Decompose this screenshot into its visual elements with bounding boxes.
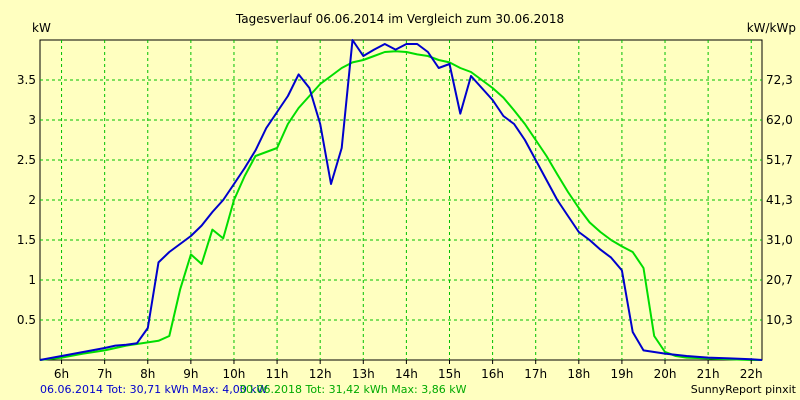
series-layer — [39, 39, 763, 361]
y-left-tick-label: 3.5 — [17, 73, 36, 87]
x-tick-label: 13h — [352, 367, 375, 381]
x-tick-label: 10h — [223, 367, 246, 381]
x-tick-label: 19h — [610, 367, 633, 381]
x-tick-label: 16h — [481, 367, 504, 381]
series-line-06-06-2014 — [39, 39, 763, 361]
y-left-tick-label: 1.5 — [17, 233, 36, 247]
footer-credit: SunnyReport pinxit — [691, 383, 797, 396]
footer-series1-summary: 06.06.2014 Tot: 30,71 kWh Max: 4,00 kW — [40, 383, 268, 396]
x-tick-label: 11h — [266, 367, 289, 381]
x-tick-label: 22h — [740, 367, 763, 381]
grid — [40, 40, 762, 360]
x-tick-label: 20h — [654, 367, 677, 381]
y-right-tick-label: 72,3 — [766, 73, 793, 87]
y-left-tick-label: 2 — [28, 193, 36, 207]
x-tick-label: 14h — [395, 367, 418, 381]
x-tick-label: 12h — [309, 367, 332, 381]
y-right-tick-label: 62,0 — [766, 113, 793, 127]
footer-series2-summary: 30.06.2018 Tot: 31,42 kWh Max: 3,86 kW — [239, 383, 467, 396]
x-tick-label: 6h — [54, 367, 69, 381]
x-tick-label: 21h — [697, 367, 720, 381]
y-left-tick-label: 1 — [28, 273, 36, 287]
y-axis-right-ticks: 10,3 20,7 31,0 41,3 51,7 62,0 72,3 — [766, 73, 793, 327]
y-axis-left-label: kW — [32, 21, 51, 35]
y-right-tick-label: 10,3 — [766, 313, 793, 327]
y-axis-right-label: kW/kWp — [747, 21, 796, 35]
y-right-tick-label: 41,3 — [766, 193, 793, 207]
x-axis-ticks: 6h 7h 8h 9h 10h 11h 12h 13h 14h 15h 16h 17h 18h 19h 20… — [54, 360, 763, 381]
x-tick-label: 7h — [97, 367, 112, 381]
y-right-tick-label: 31,0 — [766, 233, 793, 247]
series-line-30-06-2018 — [39, 50, 762, 361]
y-right-tick-label: 51,7 — [766, 153, 793, 167]
y-left-tick-label: 0.5 — [17, 313, 36, 327]
x-tick-label: 9h — [183, 367, 198, 381]
y-axis-left-ticks: 0.5 1 1.5 2 2.5 3 3.5 — [17, 73, 36, 327]
y-right-tick-label: 20,7 — [766, 273, 793, 287]
x-tick-label: 8h — [140, 367, 155, 381]
y-left-tick-label: 3 — [28, 113, 36, 127]
chart-title: Tagesverlauf 06.06.2014 im Vergleich zum… — [235, 12, 564, 26]
x-tick-label: 15h — [438, 367, 461, 381]
y-left-tick-label: 2.5 — [17, 153, 36, 167]
x-tick-label: 18h — [567, 367, 590, 381]
x-tick-label: 17h — [524, 367, 547, 381]
